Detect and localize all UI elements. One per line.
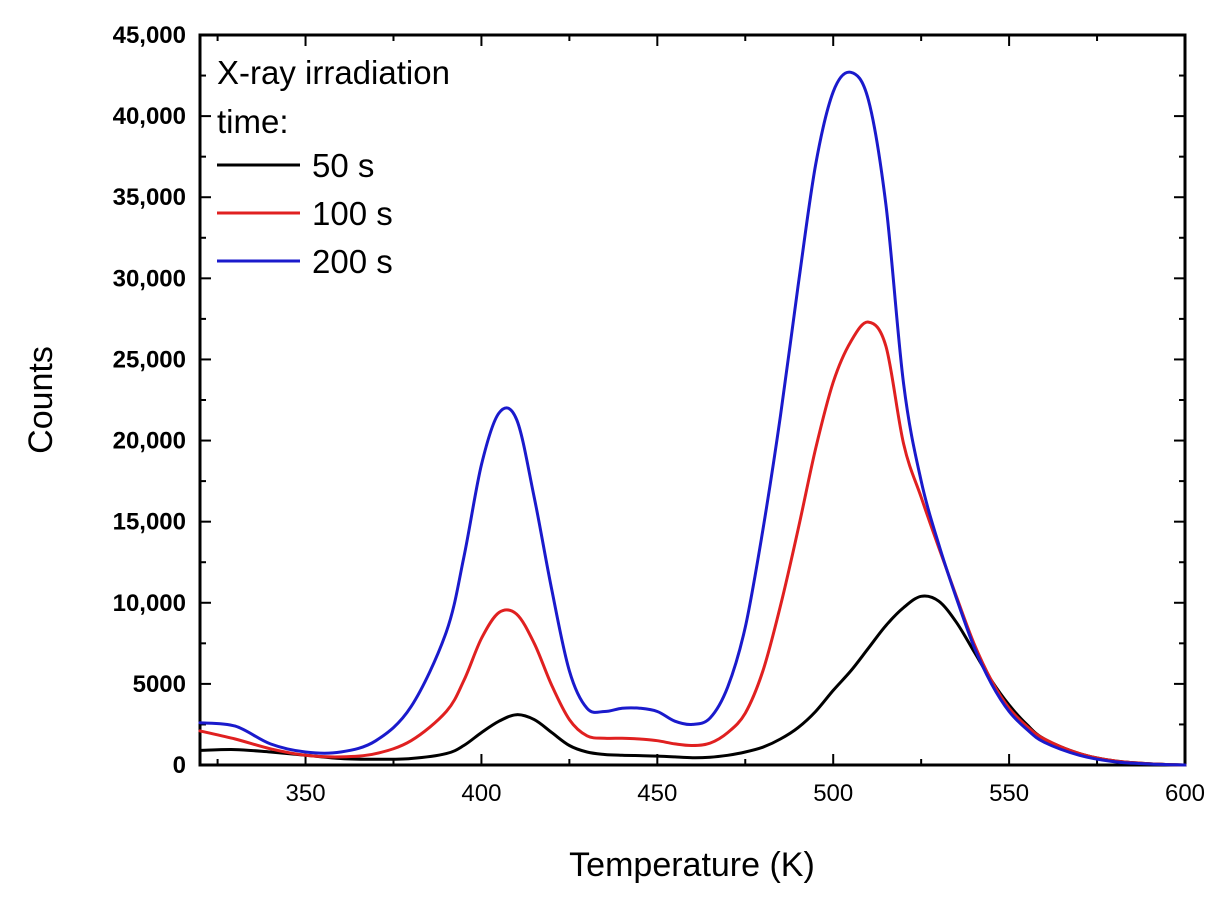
legend-label: 50 s bbox=[312, 147, 374, 184]
y-tick-label: 0 bbox=[173, 752, 186, 779]
x-tick-label: 350 bbox=[286, 780, 326, 807]
x-tick-label: 600 bbox=[1165, 780, 1205, 807]
y-tick-label: 35,000 bbox=[113, 184, 186, 211]
y-tick-label: 10,000 bbox=[113, 590, 186, 617]
x-tick-label: 500 bbox=[813, 780, 853, 807]
y-tick-label: 30,000 bbox=[113, 265, 186, 292]
legend-title-line-2: time: bbox=[217, 103, 289, 140]
series-line-100s bbox=[198, 320, 1187, 767]
y-axis-title: Counts bbox=[22, 346, 60, 454]
x-tick-label: 400 bbox=[461, 780, 501, 807]
legend-items: 50 s 100 s 200 s bbox=[217, 147, 393, 280]
axis-ticks bbox=[200, 34, 1186, 766]
x-tick-labels: 350 400 450 500 550 600 bbox=[286, 780, 1206, 807]
y-tick-labels: 0 5000 10,000 15,000 20,000 25,000 30,000 35,00… bbox=[113, 22, 186, 779]
plot-frame bbox=[198, 33, 1187, 767]
legend: X-ray irradiation time: 50 s 100 s 200 s bbox=[217, 54, 450, 280]
x-axis-title: Temperature (K) bbox=[569, 846, 815, 884]
y-tick-label: 20,000 bbox=[113, 428, 186, 455]
series-line-200s bbox=[198, 70, 1187, 767]
y-tick-label: 25,000 bbox=[113, 346, 186, 373]
series-lines bbox=[198, 70, 1187, 767]
legend-label: 200 s bbox=[312, 243, 393, 280]
legend-label: 100 s bbox=[312, 195, 393, 232]
x-tick-label: 550 bbox=[989, 780, 1029, 807]
y-tick-label: 15,000 bbox=[113, 509, 186, 536]
y-tick-label: 5000 bbox=[133, 671, 186, 698]
y-tick-label: 45,000 bbox=[113, 22, 186, 49]
x-tick-label: 450 bbox=[637, 780, 677, 807]
y-tick-label: 40,000 bbox=[113, 103, 186, 130]
legend-title-line-1: X-ray irradiation bbox=[217, 54, 450, 91]
